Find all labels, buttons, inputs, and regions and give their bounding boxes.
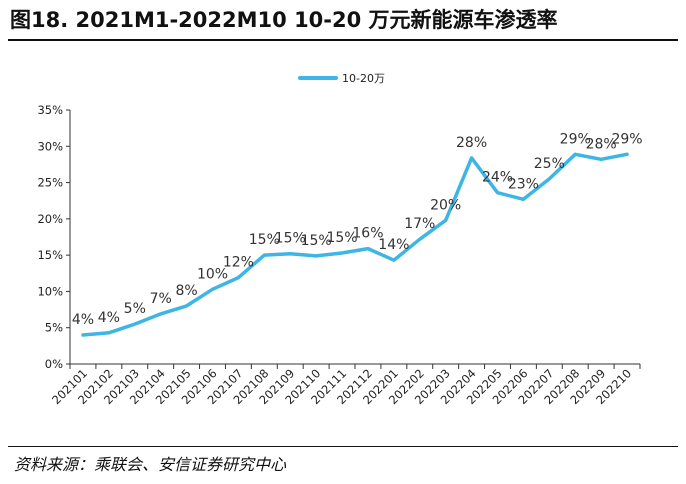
y-tick-label: 25% xyxy=(37,176,63,190)
source-divider xyxy=(8,446,678,447)
data-label: 15% xyxy=(301,233,332,249)
title-divider xyxy=(8,39,678,41)
chart-legend: 10-20万 xyxy=(298,72,385,85)
y-tick-label: 30% xyxy=(37,139,63,153)
data-label: 17% xyxy=(404,216,435,232)
legend-label: 10-20万 xyxy=(342,72,385,85)
figure-title: 图18. 2021M1-2022M10 10-20 万元新能源车渗透率 xyxy=(10,8,558,32)
chart-series xyxy=(81,152,629,337)
y-tick-label: 5% xyxy=(45,321,63,335)
y-tick-label: 20% xyxy=(37,212,63,226)
line-chart: 10-20万 0%5%10%15%20%25%30%35%20210120210… xyxy=(37,72,643,407)
data-label: 25% xyxy=(534,156,565,172)
data-label: 29% xyxy=(560,131,591,147)
y-tick-label: 35% xyxy=(37,103,63,117)
data-label: 24% xyxy=(482,170,513,186)
data-label: 29% xyxy=(611,131,642,147)
data-label: 28% xyxy=(456,135,487,151)
data-label: 20% xyxy=(430,197,461,213)
data-label: 16% xyxy=(352,226,383,242)
data-label: 12% xyxy=(223,255,254,271)
data-label: 10% xyxy=(197,266,228,282)
source-note: 资料来源：乘联会、安信证券研究中心 xyxy=(14,455,287,474)
data-label: 28% xyxy=(586,136,617,152)
data-label: 4% xyxy=(98,310,120,326)
data-label: 4% xyxy=(72,312,94,328)
data-label: 7% xyxy=(150,291,172,307)
data-label: 15% xyxy=(326,230,357,246)
y-tick-label: 0% xyxy=(45,357,63,371)
data-label: 14% xyxy=(378,237,409,253)
data-label: 23% xyxy=(508,176,539,192)
y-tick-label: 10% xyxy=(37,284,63,298)
data-label: 8% xyxy=(175,283,197,299)
series-line-10-20 xyxy=(81,152,629,337)
data-label: 5% xyxy=(124,301,146,317)
data-label: 15% xyxy=(249,232,280,248)
chart-data-labels: 4% 4%5%7% 8%10%12%15%15%15%15%16%14%17%20%… xyxy=(72,131,643,328)
y-tick-label: 15% xyxy=(37,248,63,262)
data-label: 15% xyxy=(275,231,306,247)
